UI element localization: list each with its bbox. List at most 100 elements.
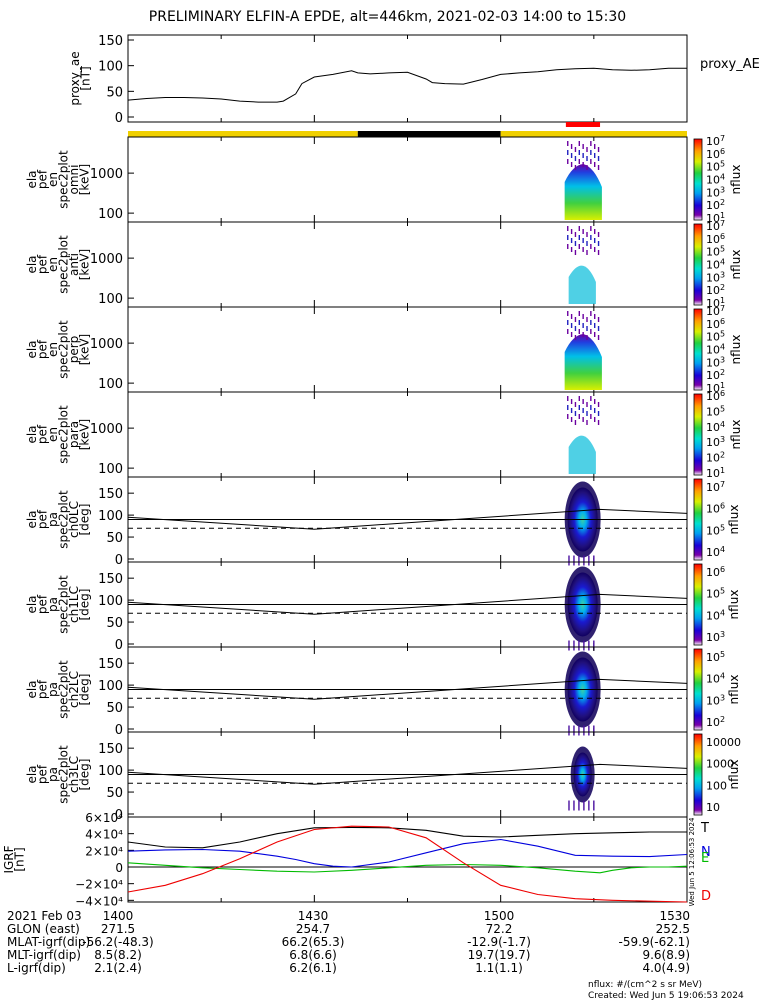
pitch-colorbar-tick-label: 103 xyxy=(706,693,725,707)
ephemeris-value: 1500 xyxy=(484,909,515,923)
ae-y-axis-label: proxy_ae xyxy=(68,51,82,105)
ae-series-line xyxy=(127,67,687,103)
energy-colorbar xyxy=(693,393,703,476)
igrf-component-label: T xyxy=(700,821,709,836)
energy-y-axis-label: pef xyxy=(35,169,49,189)
energy-colorbar-label: nflux xyxy=(729,335,743,365)
energy-y-axis-label: pef xyxy=(35,424,49,444)
footer-units-note: nflux: #/(cm^2 s sr MeV) xyxy=(588,980,702,990)
energy-colorbar xyxy=(693,223,703,306)
status-bar-segment xyxy=(500,131,687,137)
pitch-y-axis-label: pef xyxy=(35,509,49,529)
pitch-y-axis-label: pa xyxy=(46,597,60,612)
energy-y-axis-label: spec2plot xyxy=(56,320,70,379)
ae-panel-frame xyxy=(127,34,688,123)
energy-colorbar-label: nflux xyxy=(729,165,743,195)
energy-y-axis-label: anti xyxy=(67,253,81,276)
ephemeris-row-label: GLON (east) xyxy=(7,922,80,936)
ephemeris-value: 254.7 xyxy=(296,922,330,936)
ephemeris-value: 2.1(2.4) xyxy=(94,961,142,975)
ephemeris-value: 19.7(19.7) xyxy=(468,948,531,962)
ephemeris-row-label: MLT-igrf(dip) xyxy=(7,948,81,962)
energy-y-axis-label: ela xyxy=(25,340,39,358)
anti-loss-cone-line xyxy=(127,593,688,615)
pitch-y-axis-label: spec2plot xyxy=(56,745,70,804)
energy-y-tick-label: 100 xyxy=(98,462,123,477)
pitch-y-axis-label: ch0LC xyxy=(67,501,81,538)
pitch-y-tick-label: 150 xyxy=(98,742,123,757)
data-availability-bar xyxy=(565,122,601,127)
pitch-y-tick-label: 100 xyxy=(98,594,123,609)
pitch-colorbar-tick-label: 106 xyxy=(706,502,725,516)
energy-colorbar-tick-label: 102 xyxy=(706,451,725,465)
pitch-colorbar-tick-label: 107 xyxy=(706,480,725,494)
energy-colorbar-tick-label: 103 xyxy=(706,435,725,449)
igrf-series-D xyxy=(127,825,688,903)
igrf-series-E xyxy=(127,862,688,874)
pitch-y-tick-label: 0 xyxy=(115,808,123,823)
pitch-y-tick-label: 50 xyxy=(106,616,123,631)
igrf-y-axis-label: [nT] xyxy=(12,847,26,871)
pitch-y-tick-label: 0 xyxy=(115,553,123,568)
anti-loss-cone-line xyxy=(127,508,688,530)
pitch-y-tick-label: 100 xyxy=(98,764,123,779)
pitch-y-axis-label: ela xyxy=(25,765,39,783)
energy-y-axis-label: omni xyxy=(67,165,81,195)
footer-created-stamp: Created: Wed Jun 5 19:06:53 2024 xyxy=(588,991,744,1000)
energy-y-axis-label: spec2plot xyxy=(56,235,70,294)
energy-y-axis-label: spec2plot xyxy=(56,150,70,209)
igrf-y-tick-label: −4×10⁴ xyxy=(75,894,123,908)
pitch-y-axis-label: ch3LC xyxy=(67,756,81,793)
ephemeris-value: 271.5 xyxy=(101,922,135,936)
pitch-y-axis-label: ela xyxy=(25,680,39,698)
energy-y-axis-label: ela xyxy=(25,255,39,273)
energy-y-tick-label: 100 xyxy=(98,377,123,392)
pitch-y-axis-label: pa xyxy=(46,512,60,527)
ephemeris-value: 4.0(4.9) xyxy=(642,961,690,975)
ae-y-tick-label: 150 xyxy=(98,34,123,49)
energy-spectrogram-blob xyxy=(564,164,602,220)
igrf-series-N xyxy=(127,838,688,868)
pitch-y-tick-label: 0 xyxy=(115,638,123,653)
pitch-colorbar-tick-label: 104 xyxy=(706,672,725,686)
energy-y-axis-label: ela xyxy=(25,425,39,443)
pitch-y-axis-label: ch2LC xyxy=(67,671,81,708)
ae-y-axis-label: [nT] xyxy=(78,66,92,90)
energy-panel-frame xyxy=(127,306,688,393)
igrf-y-axis-label: IGRF xyxy=(2,845,16,873)
energy-spectrogram-blob xyxy=(568,265,596,304)
pitch-y-axis-label: pef xyxy=(35,594,49,614)
ephemeris-value: 6.8(6.6) xyxy=(289,948,337,962)
pitch-colorbar-label: nflux xyxy=(727,505,741,535)
ephemeris-value: 6.2(6.1) xyxy=(289,961,337,975)
energy-colorbar-label: nflux xyxy=(729,250,743,280)
pitch-colorbar-label: nflux xyxy=(727,590,741,620)
energy-y-axis-label: pef xyxy=(35,254,49,274)
ephemeris-value: 1400 xyxy=(103,909,134,923)
energy-colorbar-tick-label: 104 xyxy=(706,420,725,434)
igrf-y-tick-label: 0 xyxy=(115,861,123,875)
pitch-y-axis-label: pa xyxy=(46,682,60,697)
energy-y-axis-label: [keV] xyxy=(77,164,91,195)
energy-y-axis-label: [keV] xyxy=(77,249,91,280)
energy-y-axis-label: en xyxy=(46,342,60,357)
pitch-colorbar-tick-label: 102 xyxy=(706,715,725,729)
energy-panel-frame xyxy=(127,136,688,223)
igrf-timestamp: Wed Jun 5 12:06:53 2024 xyxy=(688,817,696,906)
energy-y-tick-label: 100 xyxy=(98,207,123,222)
ephemeris-value: -56.2(-48.3) xyxy=(82,935,153,949)
pitch-y-tick-label: 50 xyxy=(106,531,123,546)
energy-y-axis-label: [keV] xyxy=(77,334,91,365)
anti-loss-cone-line xyxy=(127,763,688,785)
pitch-colorbar-tick-label: 100 xyxy=(706,779,727,792)
energy-spectrogram-blob xyxy=(568,435,596,474)
ephemeris-value: -59.9(-62.1) xyxy=(619,935,690,949)
status-bar-segment xyxy=(357,131,501,137)
ae-legend-label: proxy_AE xyxy=(700,57,760,72)
pitch-y-axis-label: spec2plot xyxy=(56,575,70,634)
pitch-colorbar-tick-label: 103 xyxy=(706,630,725,644)
pitch-colorbar-tick-label: 105 xyxy=(706,650,725,664)
energy-y-tick-label: 1000 xyxy=(90,422,123,437)
igrf-component-label: N xyxy=(701,845,711,860)
